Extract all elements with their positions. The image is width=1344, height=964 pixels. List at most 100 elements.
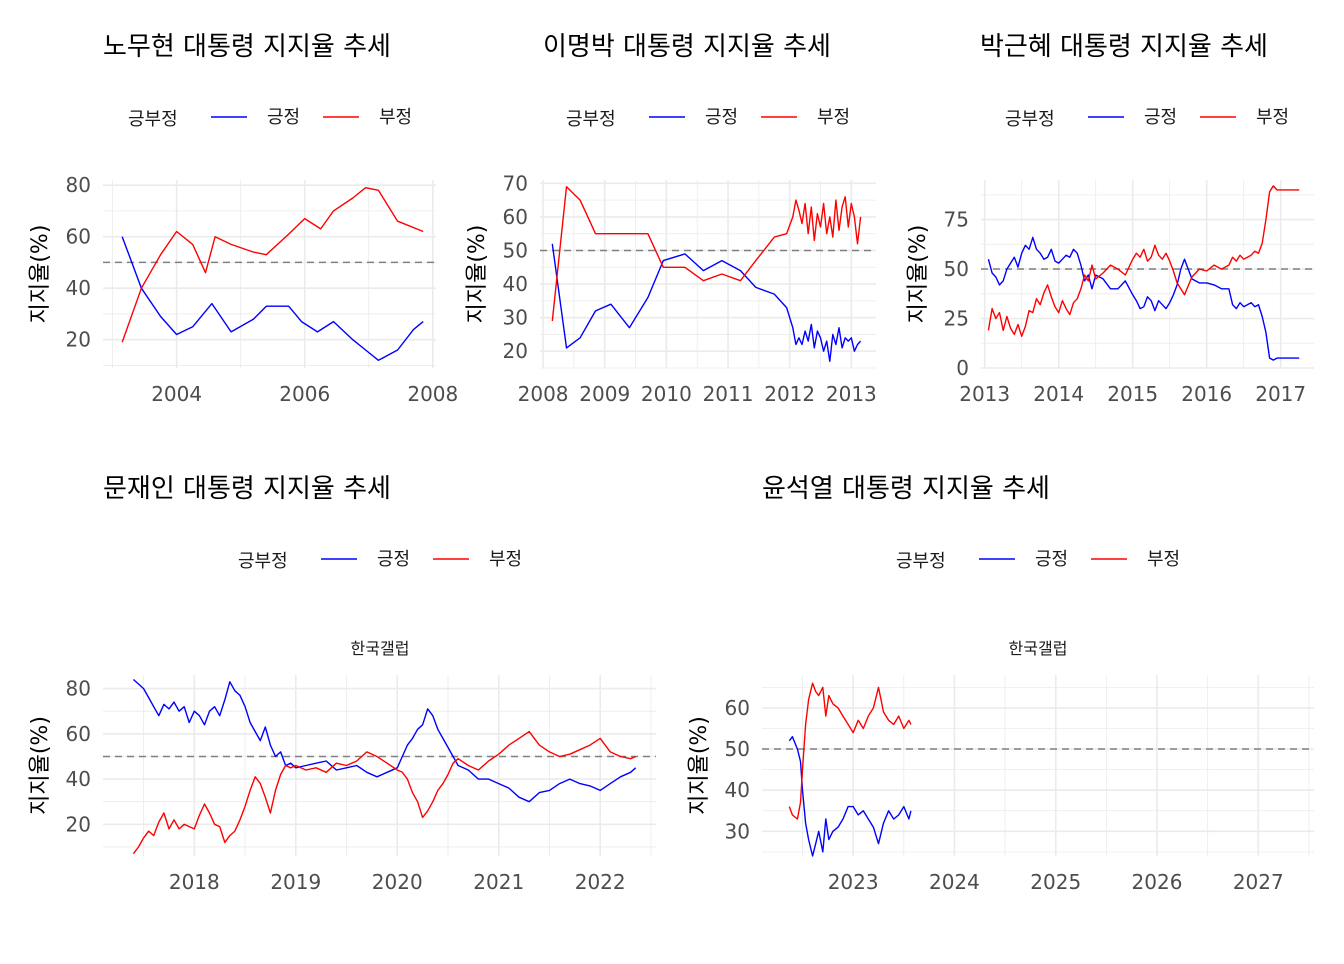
gridlines	[981, 180, 1314, 369]
series-line-positive	[132, 678, 637, 803]
x-tick-label: 2016	[1181, 382, 1232, 406]
x-tick-label: 2013	[959, 382, 1010, 406]
x-tick-label: 2019	[270, 870, 321, 894]
x-tick-label: 2015	[1107, 382, 1158, 406]
strip-label: 한국갤럽	[351, 639, 410, 658]
y-tick-label: 40	[66, 276, 91, 300]
y-axis-title: 지지율(%)	[687, 716, 712, 815]
series-line-positive	[788, 736, 912, 857]
x-tick-label: 2013	[826, 382, 877, 406]
gridlines	[103, 180, 436, 368]
x-tick-label: 2014	[1033, 382, 1084, 406]
legend-label: 부정	[1147, 549, 1180, 570]
y-tick-label: 25	[944, 307, 969, 331]
legend-title: 긍부정	[896, 551, 946, 572]
gridlines	[762, 675, 1314, 856]
y-tick-label: 0	[956, 356, 969, 380]
x-tick-label: 2008	[407, 382, 458, 406]
x-tick-label: 2021	[473, 870, 524, 894]
legend: 긍부정 긍정 부정	[896, 549, 1180, 572]
x-tick-label: 2025	[1030, 870, 1081, 894]
series-line-negative	[551, 185, 862, 322]
x-tick-label: 2022	[575, 870, 626, 894]
series-line-negative	[121, 186, 424, 343]
series-line-positive	[551, 243, 862, 362]
legend: 긍부정 긍정 부정	[566, 107, 850, 130]
legend-label: 긍정	[267, 107, 300, 128]
legend-title: 긍부정	[128, 109, 178, 130]
y-tick-label: 80	[66, 173, 91, 197]
series-line-positive	[987, 236, 1300, 361]
y-tick-label: 30	[725, 819, 750, 843]
x-tick-label: 2011	[703, 382, 754, 406]
y-tick-label: 75	[944, 208, 969, 232]
y-tick-label: 20	[66, 328, 91, 352]
legend: 긍부정 긍정 부정	[128, 107, 412, 130]
x-tick-label: 2008	[518, 382, 569, 406]
chart-title: 이명박 대통령 지지율 추세	[543, 32, 831, 62]
legend-title: 긍부정	[566, 109, 616, 130]
x-tick-label: 2023	[828, 870, 879, 894]
chart-title: 노무현 대통령 지지율 추세	[103, 32, 391, 62]
gridlines	[540, 180, 876, 369]
legend-label: 긍정	[705, 107, 738, 128]
x-tick-label: 2018	[169, 870, 220, 894]
gridlines	[103, 675, 656, 856]
legend-label: 부정	[379, 107, 412, 128]
legend-title: 긍부정	[238, 551, 288, 572]
series-line-positive	[121, 236, 424, 361]
x-tick-label: 2026	[1132, 870, 1183, 894]
legend-label: 긍정	[377, 549, 410, 570]
series-line-negative	[788, 682, 912, 820]
x-tick-label: 2004	[151, 382, 202, 406]
y-tick-label: 40	[66, 767, 91, 791]
strip-label: 한국갤럽	[1009, 639, 1068, 658]
x-tick-label: 2012	[764, 382, 815, 406]
y-tick-label: 80	[66, 677, 91, 701]
y-tick-label: 50	[944, 257, 969, 281]
legend-title: 긍부정	[1005, 109, 1055, 130]
legend-label: 긍정	[1144, 107, 1177, 128]
chart-title: 윤석열 대통령 지지율 추세	[762, 474, 1050, 504]
y-tick-label: 20	[66, 812, 91, 836]
y-axis-title: 지지율(%)	[28, 716, 53, 815]
series-line-negative	[132, 730, 636, 855]
x-tick-label: 2010	[641, 382, 692, 406]
y-tick-label: 70	[503, 171, 528, 195]
y-tick-label: 20	[503, 339, 528, 363]
x-tick-label: 2020	[372, 870, 423, 894]
y-tick-label: 60	[66, 225, 91, 249]
y-axis-title: 지지율(%)	[465, 225, 490, 324]
x-tick-label: 2027	[1233, 870, 1284, 894]
chart-title: 문재인 대통령 지지율 추세	[103, 474, 391, 504]
legend: 긍부정 긍정 부정	[238, 549, 522, 572]
legend-label: 부정	[1256, 107, 1289, 128]
legend: 긍부정 긍정 부정	[1005, 107, 1289, 130]
x-tick-label: 2024	[929, 870, 980, 894]
y-axis-title: 지지율(%)	[906, 225, 931, 324]
legend-label: 부정	[489, 549, 522, 570]
series-line-negative	[987, 185, 1300, 337]
y-axis-title: 지지율(%)	[28, 225, 53, 324]
y-tick-label: 60	[66, 722, 91, 746]
x-tick-label: 2006	[279, 382, 330, 406]
y-tick-label: 60	[725, 696, 750, 720]
legend-label: 부정	[817, 107, 850, 128]
x-tick-label: 2009	[579, 382, 630, 406]
y-tick-label: 50	[725, 737, 750, 761]
x-tick-label: 2017	[1255, 382, 1306, 406]
y-tick-label: 50	[503, 239, 528, 263]
legend-label: 긍정	[1035, 549, 1068, 570]
y-tick-label: 30	[503, 306, 528, 330]
y-tick-label: 40	[725, 778, 750, 802]
y-tick-label: 60	[503, 205, 528, 229]
chart-title: 박근혜 대통령 지지율 추세	[980, 32, 1268, 62]
y-tick-label: 40	[503, 272, 528, 296]
